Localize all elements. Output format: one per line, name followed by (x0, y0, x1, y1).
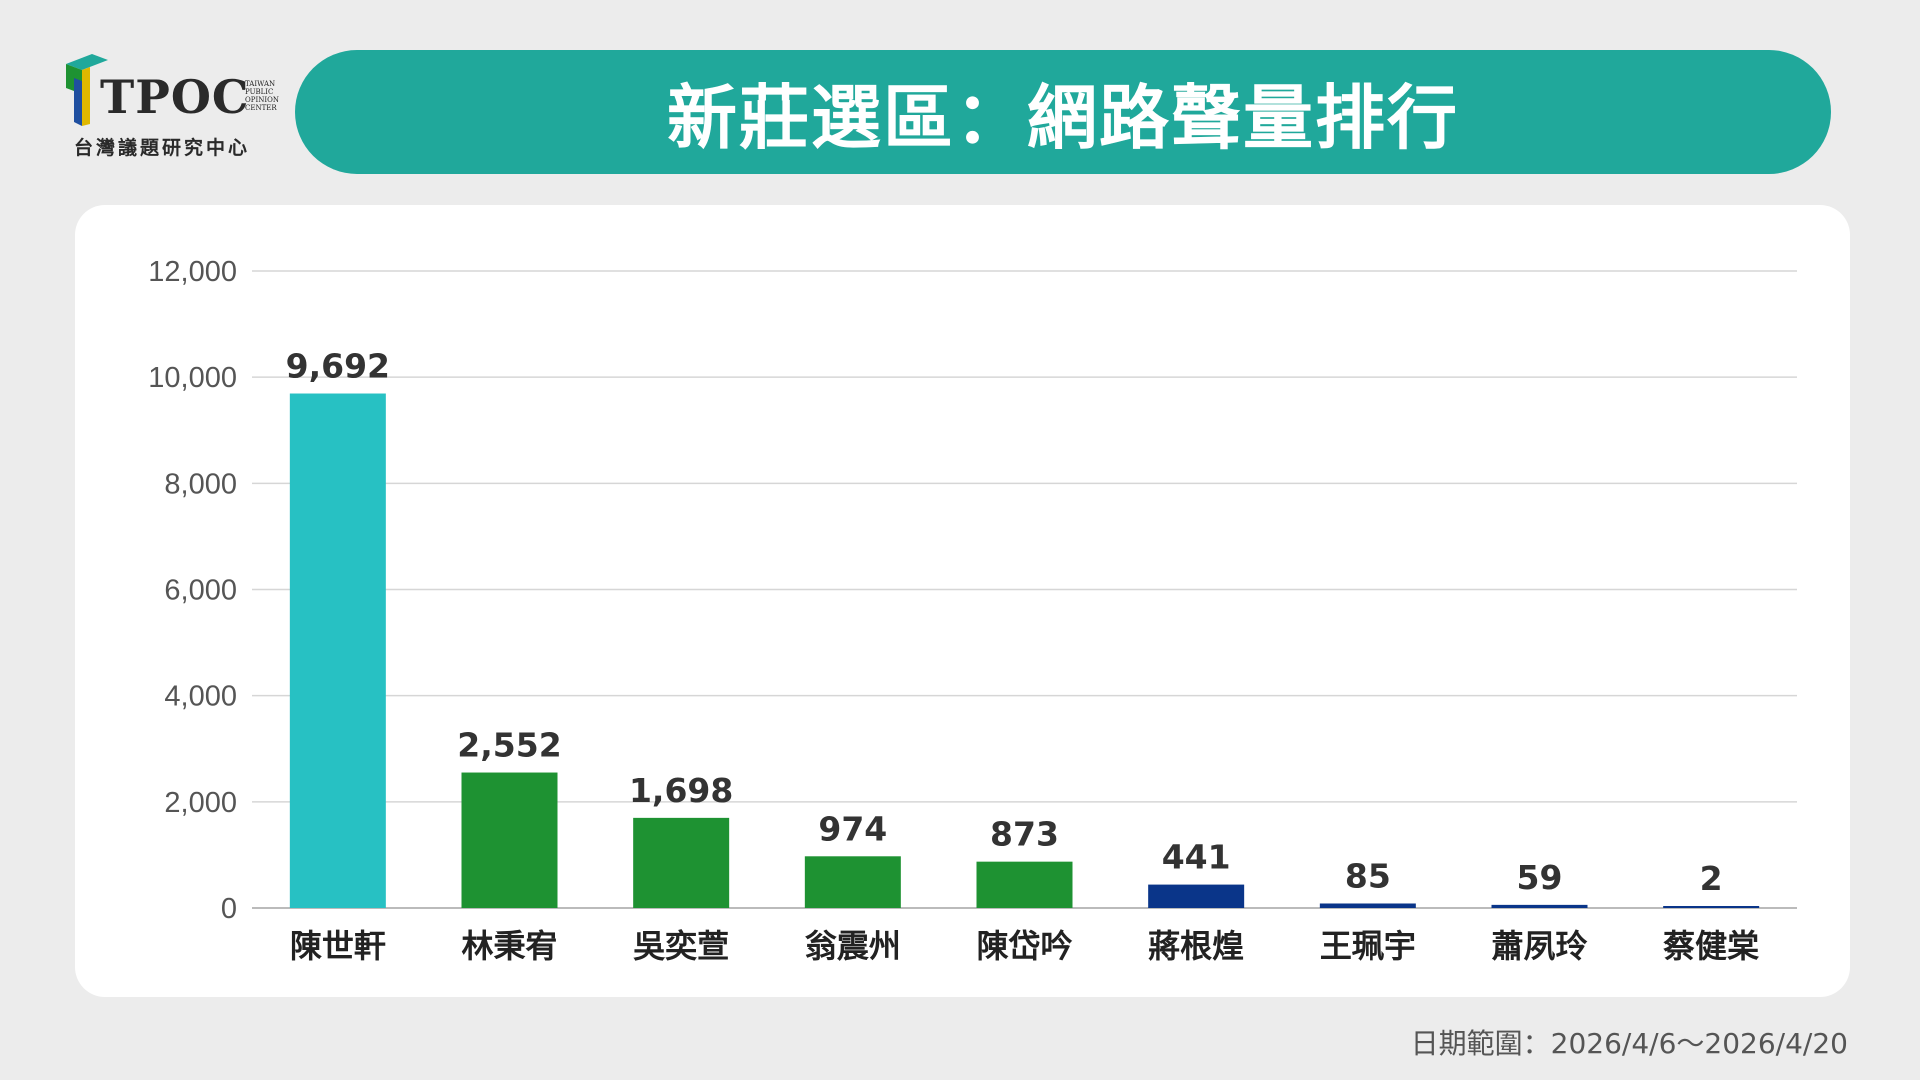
bar (1491, 904, 1588, 908)
data-label: 873 (990, 815, 1059, 854)
y-tick-label: 8,000 (164, 468, 237, 500)
bar (804, 856, 901, 908)
category-label: 蔣根煌 (1148, 927, 1244, 965)
category-label: 吳奕萱 (633, 927, 729, 965)
y-tick-label: 10,000 (148, 362, 237, 394)
data-label: 441 (1162, 838, 1231, 877)
y-tick-label: 6,000 (164, 575, 237, 607)
data-label: 974 (818, 809, 887, 848)
title-banner: 新莊選區：網路聲量排行 (295, 50, 1831, 174)
bar (1148, 884, 1245, 908)
data-label: 2 (1700, 859, 1723, 898)
data-label: 9,692 (286, 347, 390, 386)
bar (976, 861, 1073, 908)
y-tick-label: 2,000 (164, 787, 237, 819)
bar-chart: 0 2,000 4,000 6,000 8,000 10,000 12,000 9,692 陳世… (148, 256, 1797, 965)
bar (1663, 906, 1760, 908)
logo-subtitle: 台灣議題研究中心 (74, 137, 251, 159)
data-label: 85 (1345, 856, 1391, 895)
bar (461, 772, 558, 908)
y-tick-label: 4,000 (164, 681, 237, 713)
logo-wordmark: TPOC (100, 70, 250, 124)
y-tick-label: 12,000 (148, 256, 237, 288)
category-label: 陳岱吟 (976, 927, 1072, 965)
data-label: 2,552 (457, 726, 561, 765)
category-label: 林秉宥 (461, 927, 557, 965)
tpoc-logo-mark-icon (66, 54, 108, 126)
bar (289, 393, 386, 908)
y-tick-label: 0 (221, 893, 237, 925)
category-label: 蕭夙玲 (1491, 927, 1587, 965)
category-label: 陳世軒 (290, 927, 386, 965)
date-range-note: 日期範圍：2026/4/6～2026/4/20 (1410, 1027, 1848, 1060)
category-label: 翁震州 (805, 927, 901, 965)
tpoc-logo: TPOC TAIWAN PUBLIC OPINION CENTER 台灣議題研究… (60, 50, 292, 162)
bar (633, 817, 730, 908)
page-title: 新莊選區：網路聲量排行 (667, 76, 1459, 159)
category-label: 王珮宇 (1320, 927, 1416, 965)
category-label: 蔡健棠 (1663, 927, 1759, 965)
logo-small-text: TAIWAN PUBLIC OPINION CENTER (245, 80, 279, 112)
chart-card: 0 2,000 4,000 6,000 8,000 10,000 12,000 9,692 陳世… (75, 205, 1850, 997)
data-label: 59 (1517, 858, 1563, 897)
data-label: 1,698 (629, 771, 733, 810)
bar (1319, 903, 1416, 908)
